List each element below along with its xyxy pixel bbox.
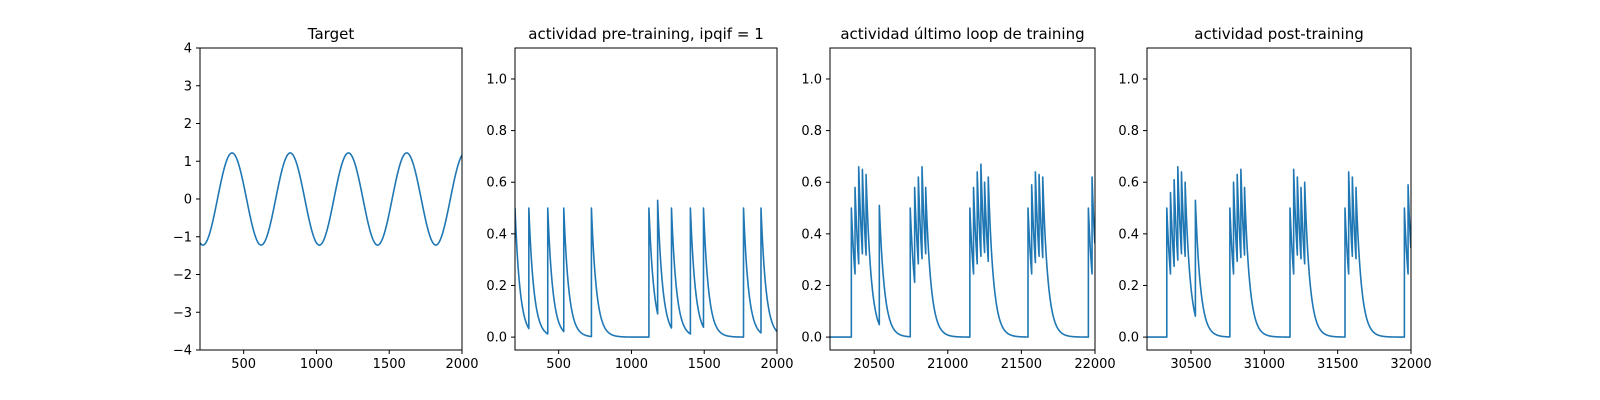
y-tick-label: 2	[184, 117, 192, 132]
x-tick-label: 30500	[1170, 357, 1211, 372]
axes-frame	[829, 47, 1096, 351]
x-tick-label: 500	[231, 357, 256, 372]
y-tick-label: 0.4	[1118, 227, 1139, 242]
y-tick-label: 1.0	[1118, 72, 1139, 87]
y-tick-label: 1.0	[486, 72, 507, 87]
x-tick-label: 500	[546, 357, 571, 372]
y-tick-label: 4	[184, 42, 192, 57]
chart-title: actividad último loop de training	[840, 25, 1084, 43]
series-line	[200, 152, 462, 246]
x-tick-label: 1500	[688, 357, 721, 372]
series-line	[830, 163, 1095, 338]
y-tick-label: 0.8	[1118, 124, 1139, 139]
y-tick-label: 0.2	[801, 279, 822, 294]
chart-panel-2: actividad pre-training, ipqif = 1 500 1000…	[486, 25, 793, 372]
x-tick-label: 2000	[445, 357, 478, 372]
series-line	[1147, 165, 1411, 338]
y-tick-label: 0.2	[486, 279, 507, 294]
axes-frame	[1146, 47, 1412, 351]
y-tick-label: 3	[184, 79, 192, 94]
y-tick-label: 0.6	[1118, 176, 1139, 191]
y-tick-label: 0.4	[486, 227, 507, 242]
x-tick-label: 1500	[373, 357, 406, 372]
y-tick-label: 0.0	[486, 331, 507, 346]
chart-title: actividad post-training	[1194, 25, 1363, 43]
chart-title: Target	[307, 25, 355, 43]
y-tick-label: 0.8	[801, 124, 822, 139]
x-tick-label: 32000	[1390, 357, 1431, 372]
chart-title: actividad pre-training, ipqif = 1	[528, 25, 764, 43]
y-tick-label: 0.0	[801, 331, 822, 346]
y-tick-label: −4	[173, 344, 192, 359]
x-tick-label: 31000	[1244, 357, 1285, 372]
chart-panel-1: Target 500 1000 1500 2000 −4 −3 −2 −1 0 1 2 3 4	[173, 25, 479, 372]
y-tick-label: −2	[173, 268, 192, 283]
y-tick-label: 0.6	[801, 176, 822, 191]
x-tick-label: 31500	[1317, 357, 1358, 372]
axes-frame	[199, 47, 463, 351]
y-tick-label: 0	[184, 193, 192, 208]
y-tick-label: 0.0	[1118, 331, 1139, 346]
y-tick-label: 1	[184, 155, 192, 170]
series-line	[515, 199, 777, 338]
chart-panel-4: actividad post-training 30500 31000 31500 32…	[1118, 25, 1431, 372]
y-tick-label: 0.8	[486, 124, 507, 139]
y-tick-label: −3	[173, 306, 192, 321]
y-tick-label: 1.0	[801, 72, 822, 87]
x-tick-label: 20500	[853, 357, 894, 372]
x-tick-label: 22000	[1074, 357, 1115, 372]
x-tick-label: 1000	[615, 357, 648, 372]
x-tick-label: 2000	[760, 357, 793, 372]
y-tick-label: 0.4	[801, 227, 822, 242]
chart-panel-3: actividad último loop de training 20500 21…	[801, 25, 1115, 372]
y-tick-label: 0.2	[1118, 279, 1139, 294]
x-tick-label: 21000	[927, 357, 968, 372]
x-tick-label: 1000	[300, 357, 333, 372]
y-tick-label: −1	[173, 230, 192, 245]
y-tick-label: 0.6	[486, 176, 507, 191]
x-tick-label: 21500	[1001, 357, 1042, 372]
axes-frame	[514, 47, 778, 351]
